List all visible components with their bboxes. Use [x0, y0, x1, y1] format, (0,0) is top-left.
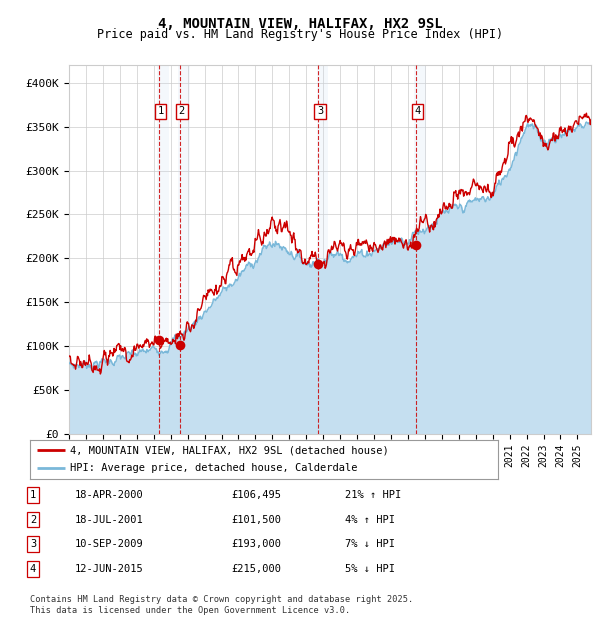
Bar: [157, 65, 169, 434]
Text: HPI: Average price, detached house, Calderdale: HPI: Average price, detached house, Cald…: [70, 463, 357, 473]
Text: 18-JUL-2001: 18-JUL-2001: [75, 515, 144, 525]
Text: 12-JUN-2015: 12-JUN-2015: [75, 564, 144, 574]
Text: £101,500: £101,500: [231, 515, 281, 525]
Text: Contains HM Land Registry data © Crown copyright and database right 2025.: Contains HM Land Registry data © Crown c…: [30, 595, 413, 604]
Text: 4% ↑ HPI: 4% ↑ HPI: [345, 515, 395, 525]
Bar: [178, 65, 190, 434]
Text: 7% ↓ HPI: 7% ↓ HPI: [345, 539, 395, 549]
Bar: [414, 65, 426, 434]
Text: £215,000: £215,000: [231, 564, 281, 574]
Text: 4: 4: [30, 564, 36, 574]
Text: £193,000: £193,000: [231, 539, 281, 549]
Text: 18-APR-2000: 18-APR-2000: [75, 490, 144, 500]
Text: 1: 1: [30, 490, 36, 500]
Text: 10-SEP-2009: 10-SEP-2009: [75, 539, 144, 549]
Text: 4, MOUNTAIN VIEW, HALIFAX, HX2 9SL (detached house): 4, MOUNTAIN VIEW, HALIFAX, HX2 9SL (deta…: [70, 445, 389, 455]
Text: 5% ↓ HPI: 5% ↓ HPI: [345, 564, 395, 574]
Text: £106,495: £106,495: [231, 490, 281, 500]
Text: 2: 2: [30, 515, 36, 525]
Text: 3: 3: [30, 539, 36, 549]
Text: 21% ↑ HPI: 21% ↑ HPI: [345, 490, 401, 500]
Text: 4: 4: [415, 106, 421, 116]
Text: 2: 2: [179, 106, 185, 116]
Text: 1: 1: [158, 106, 164, 116]
Text: This data is licensed under the Open Government Licence v3.0.: This data is licensed under the Open Gov…: [30, 606, 350, 615]
Text: 3: 3: [317, 106, 323, 116]
Text: 4, MOUNTAIN VIEW, HALIFAX, HX2 9SL: 4, MOUNTAIN VIEW, HALIFAX, HX2 9SL: [158, 17, 442, 31]
Bar: [317, 65, 328, 434]
Text: Price paid vs. HM Land Registry's House Price Index (HPI): Price paid vs. HM Land Registry's House …: [97, 28, 503, 41]
